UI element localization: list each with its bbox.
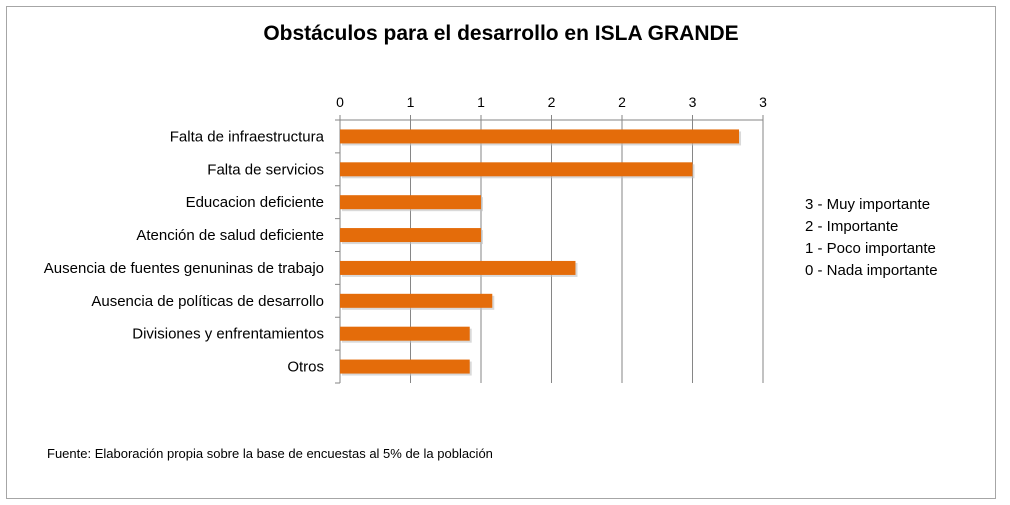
category-label: Atención de salud deficiente	[136, 227, 324, 244]
category-label: Ausencia de fuentes genuninas de trabajo	[44, 260, 324, 277]
x-tick-label: 2	[548, 94, 556, 110]
category-label: Educacion deficiente	[186, 194, 324, 211]
x-tick-label: 3	[759, 94, 767, 110]
bar	[340, 260, 576, 275]
chart-frame	[6, 6, 996, 499]
category-label: Otros	[287, 359, 324, 376]
x-tick-label: 0	[336, 94, 344, 110]
x-tick-label: 1	[407, 94, 415, 110]
source-note: Fuente: Elaboración propia sobre la base…	[47, 446, 493, 461]
importance-legend: 3 - Muy importante 2 - Importante 1 - Po…	[805, 194, 938, 282]
x-tick-label: 2	[618, 94, 626, 110]
bar	[340, 326, 470, 341]
category-label: Divisiones y enfrentamientos	[132, 326, 324, 343]
bar	[340, 162, 693, 177]
category-label: Falta de infraestructura	[170, 128, 325, 145]
bar	[340, 195, 481, 210]
legend-note-0: 0 - Nada importante	[805, 262, 938, 279]
legend-note-1: 1 - Poco importante	[805, 240, 936, 257]
bar	[340, 359, 470, 374]
category-label: Ausencia de políticas de desarrollo	[91, 293, 324, 310]
legend-note-3: 3 - Muy importante	[805, 196, 931, 213]
chart-title: Obstáculos para el desarrollo en ISLA GR…	[263, 22, 739, 45]
bar	[340, 129, 740, 144]
bar	[340, 228, 481, 243]
x-tick-label: 1	[477, 94, 485, 110]
category-label: Falta de servicios	[207, 161, 324, 178]
x-tick-label: 3	[689, 94, 697, 110]
legend-note-2: 2 - Importante	[805, 218, 899, 235]
bar	[340, 293, 493, 308]
